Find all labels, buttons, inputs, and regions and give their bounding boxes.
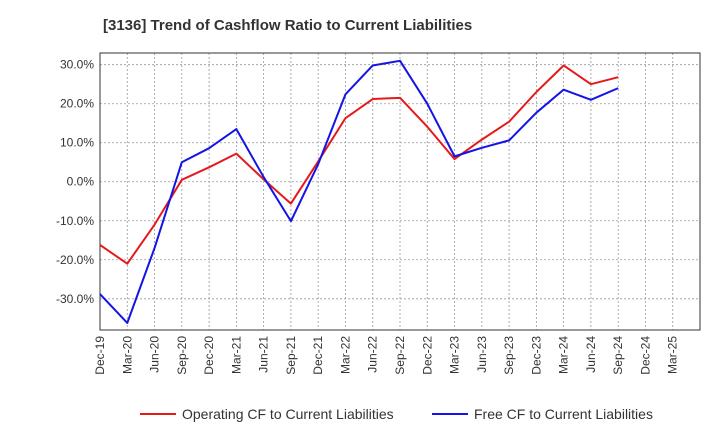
chart-title: [3136] Trend of Cashflow Ratio to Curren…	[103, 17, 472, 34]
x-tick-label: Mar-25	[666, 336, 680, 374]
x-tick-label: Dec-24	[638, 336, 652, 375]
y-tick-label: -10.0%	[56, 214, 94, 228]
legend: Operating CF to Current Liabilities Free …	[140, 406, 653, 422]
legend-label: Free CF to Current Liabilities	[474, 406, 653, 422]
plot-area-frame	[99, 52, 701, 331]
series-lines	[99, 59, 619, 324]
x-tick-label: Mar-23	[448, 336, 462, 374]
grid	[100, 53, 700, 330]
x-tick-label: Dec-19	[93, 336, 107, 375]
x-tick-label: Mar-20	[120, 336, 134, 374]
x-tick-label: Jun-24	[584, 336, 598, 373]
x-tick-label: Dec-23	[529, 336, 543, 375]
x-tick-label: Mar-24	[557, 336, 571, 374]
x-tick-label: Sep-20	[175, 336, 189, 375]
y-axis: 30.0% 20.0% 10.0% 0.0% -10.0% -20.0% -30.0%	[56, 58, 94, 306]
x-tick-label: Sep-21	[284, 336, 298, 375]
x-tick-label: Dec-22	[420, 336, 434, 375]
y-tick-label: 0.0%	[67, 175, 95, 189]
x-tick-label: Sep-22	[393, 336, 407, 375]
y-tick-label: -30.0%	[56, 292, 94, 306]
y-tick-label: 10.0%	[60, 136, 94, 150]
x-tick-label: Mar-22	[338, 336, 352, 374]
x-tick-label: Jun-21	[257, 336, 271, 373]
y-tick-label: 30.0%	[60, 58, 94, 72]
x-axis: Dec-19 Mar-20 Jun-20 Sep-20 Dec-20 Mar-21 Jun-…	[93, 336, 680, 375]
series-line-2	[99, 59, 619, 324]
x-tick-label: Dec-20	[202, 336, 216, 375]
x-tick-label: Jun-20	[148, 336, 162, 373]
x-tick-label: Sep-24	[611, 336, 625, 375]
series-line-1	[99, 64, 619, 265]
y-tick-label: -20.0%	[56, 253, 94, 267]
legend-label: Operating CF to Current Liabilities	[182, 406, 394, 422]
x-tick-label: Sep-23	[502, 336, 516, 375]
y-tick-label: 20.0%	[60, 97, 94, 111]
x-tick-label: Jun-23	[475, 336, 489, 373]
x-tick-label: Mar-21	[229, 336, 243, 374]
x-tick-label: Jun-22	[366, 336, 380, 373]
x-tick-label: Dec-21	[311, 336, 325, 375]
